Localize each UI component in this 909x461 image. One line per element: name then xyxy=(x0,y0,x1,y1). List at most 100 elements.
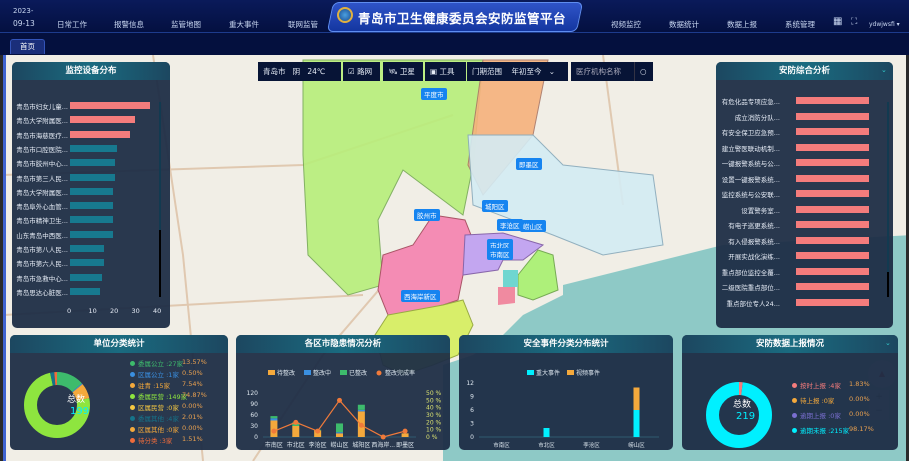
bar[interactable] xyxy=(796,112,869,120)
bar-segment[interactable] xyxy=(633,387,640,411)
bar[interactable] xyxy=(70,259,105,267)
rate-point[interactable] xyxy=(402,428,408,434)
bar[interactable] xyxy=(70,187,113,195)
map-label-shinan[interactable]: 市南区 xyxy=(487,248,513,260)
bar-segment[interactable] xyxy=(357,409,365,412)
bar-segment[interactable] xyxy=(270,418,278,421)
bar[interactable] xyxy=(70,173,116,181)
scrollbar-thumb[interactable] xyxy=(887,272,889,297)
legend-item[interactable]: 区属其他 :0家 0.00% xyxy=(130,424,203,434)
map-label-jiaozhou[interactable]: 胶州市 xyxy=(414,209,440,221)
bar-segment[interactable] xyxy=(314,430,322,437)
bar[interactable] xyxy=(796,97,869,104)
nav-data-report[interactable]: 数据上报 xyxy=(727,20,757,29)
bar[interactable] xyxy=(796,298,869,306)
qrcode-icon[interactable]: ▦ xyxy=(833,16,843,27)
fullscreen-icon[interactable]: ⛶ xyxy=(851,17,858,27)
tools-button[interactable]: ▣ 工具 xyxy=(425,62,466,81)
legend-label[interactable]: 待整改 xyxy=(277,369,295,377)
bar[interactable] xyxy=(796,128,869,135)
legend-item[interactable]: 按时上报 :4家 1.83% xyxy=(792,380,870,390)
map-label-licang[interactable]: 李沧区 xyxy=(497,219,523,231)
bar-segment[interactable] xyxy=(336,432,343,434)
bar[interactable] xyxy=(70,245,105,252)
legend-item[interactable]: 委属其他 :4家 2.01% xyxy=(130,413,203,423)
bar[interactable] xyxy=(796,267,869,275)
map-label-jimo[interactable]: 即墨区 xyxy=(516,158,542,170)
legend-item[interactable]: 区属公立 :1家 0.50% xyxy=(130,369,203,379)
satellite-button[interactable]: 🛰 卫星 xyxy=(383,62,423,81)
bar[interactable] xyxy=(796,143,869,151)
scrollbar[interactable] xyxy=(159,102,161,297)
map-label-xihaian[interactable]: 西海岸新区 xyxy=(401,290,440,302)
legend-label[interactable]: 重大事件 xyxy=(536,369,560,377)
chevron-down-icon[interactable]: ⌄ xyxy=(881,66,887,74)
bar[interactable] xyxy=(70,159,116,167)
nav-system[interactable]: 系统管理 xyxy=(785,20,815,29)
bar[interactable] xyxy=(796,174,869,182)
legend-label[interactable]: 视频事件 xyxy=(576,369,600,377)
bar-segment[interactable] xyxy=(401,433,409,437)
search-icon[interactable]: ○ xyxy=(634,62,653,81)
legend-item[interactable]: 区属民营 :0家 0.00% xyxy=(130,402,203,412)
scrollbar-thumb[interactable] xyxy=(159,230,161,297)
rate-point[interactable] xyxy=(271,428,277,434)
legend-label[interactable]: 已整改 xyxy=(349,369,367,377)
map-label-chengyang[interactable]: 城阳区 xyxy=(482,200,508,212)
scrollbar[interactable] xyxy=(887,102,889,297)
rate-point[interactable] xyxy=(380,434,386,440)
bar[interactable] xyxy=(70,116,135,124)
nav-video[interactable]: 视频监控 xyxy=(611,20,641,29)
bar-segment[interactable] xyxy=(633,410,640,437)
legend-item[interactable]: 委属公立 :27家 13.57% xyxy=(130,358,207,368)
bar[interactable] xyxy=(796,205,869,213)
bar[interactable] xyxy=(796,252,869,259)
hospital-search-input[interactable]: 医疗机构名称 xyxy=(571,62,634,81)
bar[interactable] xyxy=(70,144,118,152)
bar[interactable] xyxy=(70,230,113,238)
pie-slice[interactable] xyxy=(24,372,90,438)
legend-item[interactable]: 逾期上报 :0家 0.00% xyxy=(792,410,870,420)
nav-alarm-info[interactable]: 报警信息 xyxy=(114,20,144,29)
bar[interactable] xyxy=(70,202,113,210)
rate-point[interactable] xyxy=(337,397,342,403)
nav-network-monitor[interactable]: 联网监管 xyxy=(288,20,318,29)
roadnet-checkbox[interactable]: ☑ 路网 xyxy=(343,62,380,81)
rate-point[interactable] xyxy=(358,422,364,428)
bar-segment[interactable] xyxy=(336,433,343,437)
legend-item[interactable]: 逾期未报 :215家 98.17% xyxy=(792,425,874,435)
bar[interactable] xyxy=(70,287,101,295)
bar[interactable] xyxy=(796,236,869,244)
bar[interactable] xyxy=(796,283,869,290)
bar[interactable] xyxy=(70,273,103,281)
map-label-pingdu[interactable]: 平度市 xyxy=(421,88,447,100)
legend-label[interactable]: 整改中 xyxy=(313,369,331,377)
date-range-select[interactable]: 门期范围 年初至今 ⌄ xyxy=(467,62,568,81)
bar[interactable] xyxy=(796,221,869,228)
bar-segment[interactable] xyxy=(543,428,550,437)
rate-point[interactable] xyxy=(315,428,321,434)
bar-segment[interactable] xyxy=(357,404,365,410)
chevron-down-icon[interactable]: ⌄ xyxy=(885,339,891,347)
bar[interactable] xyxy=(70,102,150,109)
legend-item[interactable]: 委属民营 :149家 74.87% xyxy=(130,391,207,401)
tab-home[interactable]: 首页 xyxy=(10,39,45,54)
legend-item[interactable]: 驻青 :15家 7.54% xyxy=(130,380,203,390)
nav-monitor-map[interactable]: 监管地图 xyxy=(171,20,201,29)
nav-major-events[interactable]: 重大事件 xyxy=(229,20,259,29)
rate-point[interactable] xyxy=(293,419,299,425)
bar[interactable] xyxy=(70,216,113,224)
bar-segment[interactable] xyxy=(270,416,278,419)
user-menu[interactable]: ydwjwsfi ▾ xyxy=(869,21,900,28)
nav-statistics[interactable]: 数据统计 xyxy=(669,20,699,29)
bar[interactable] xyxy=(70,130,131,138)
bar-segment[interactable] xyxy=(336,423,343,433)
bar[interactable] xyxy=(796,159,869,166)
bar[interactable] xyxy=(796,190,869,197)
bar-segment[interactable] xyxy=(292,426,300,437)
legend-label[interactable]: 整改完成率 xyxy=(385,369,415,377)
pie-slice[interactable] xyxy=(706,382,772,448)
map-label-laoshan[interactable]: 崂山区 xyxy=(520,220,546,232)
legend-item[interactable]: 待分类 :3家 1.51% xyxy=(130,435,203,445)
nav-daily-work[interactable]: 日常工作 xyxy=(57,20,87,29)
